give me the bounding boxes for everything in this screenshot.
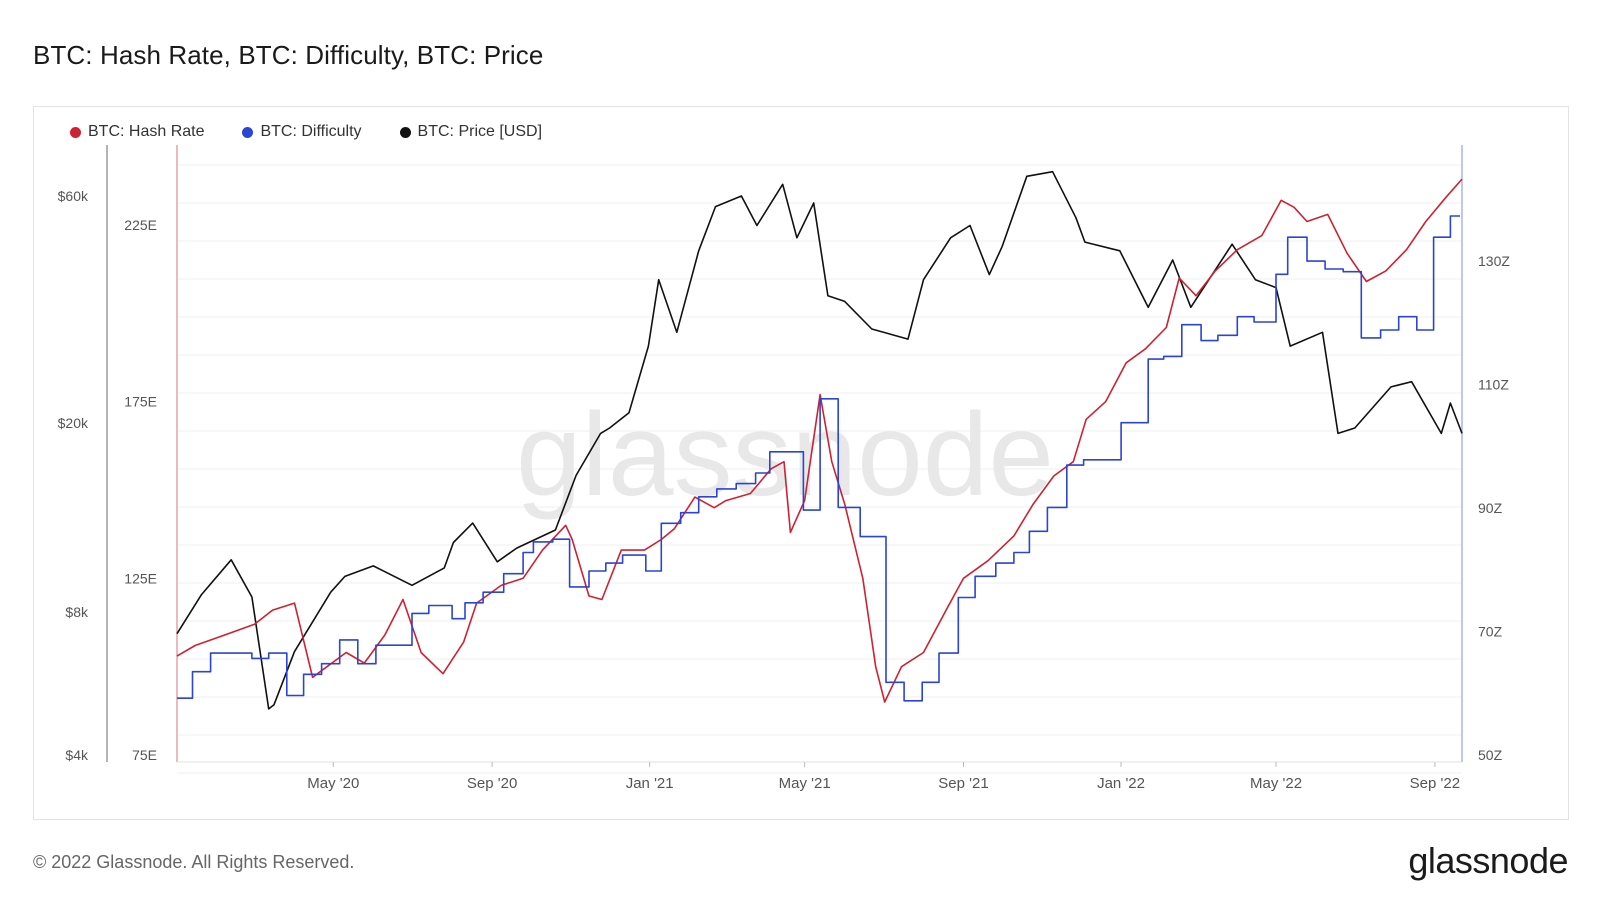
- legend-dot-icon: [70, 126, 81, 138]
- legend-label: BTC: Hash Rate: [88, 123, 205, 140]
- chart-legend: BTC: Hash Rate BTC: Difficulty BTC: Pric…: [70, 123, 542, 141]
- chart-panel: [33, 106, 1569, 820]
- copyright-text: © 2022 Glassnode. All Rights Reserved.: [33, 852, 355, 872]
- legend-dot-icon: [399, 126, 411, 138]
- legend-dot-icon: [242, 126, 254, 138]
- legend-item-price[interactable]: BTC: Price [USD]: [399, 123, 543, 141]
- legend-item-difficulty[interactable]: BTC: Difficulty: [242, 123, 362, 141]
- legend-item-hash-rate[interactable]: BTC: Hash Rate: [70, 123, 204, 141]
- legend-label: BTC: Difficulty: [260, 123, 362, 140]
- glassnode-logo[interactable]: glassnode: [1408, 840, 1568, 881]
- legend-label: BTC: Price [USD]: [417, 123, 543, 140]
- chart-title: BTC: Hash Rate, BTC: Difficulty, BTC: Pr…: [33, 40, 544, 70]
